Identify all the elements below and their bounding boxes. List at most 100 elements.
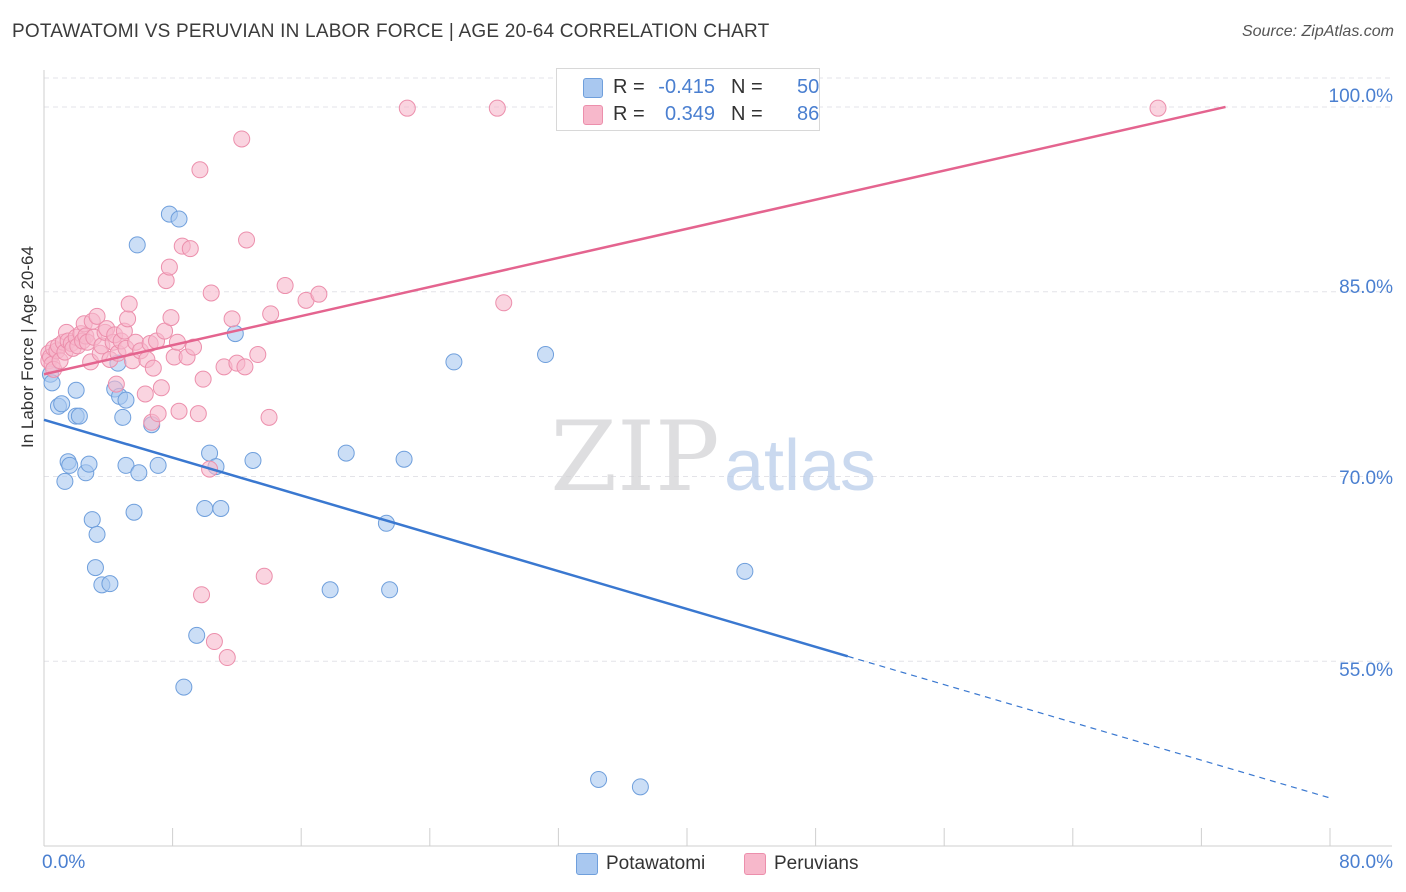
potawatomi-point [114,408,132,426]
series-legend: Potawatomi Peruvians [0,852,1406,878]
peruvians-point [236,358,254,376]
peruvians-point [276,277,294,295]
trend-lines [43,105,1331,799]
x-tick-label-0: 0.0% [42,852,86,873]
peruvians-point [495,294,513,312]
peruvians-point [488,99,506,117]
legend-n-value: 86 [797,103,820,125]
potawatomi-point [80,455,98,473]
potawatomi-point [128,236,146,254]
peruvians-points [40,99,1167,667]
y-tick-label-85: 85.0% [1339,277,1393,298]
peruvians-point [152,379,170,397]
potawatomi-point [170,210,188,228]
peruvians-point [398,99,416,117]
peruvians-point [194,370,212,388]
potawatomi-point [56,472,74,490]
legend-label: Potawatomi [606,853,706,874]
potawatomi-trend-extension [847,655,1331,799]
peruvians-point [136,385,154,403]
peruvians-point [205,633,223,651]
peruvians-point [255,567,273,585]
legend-n-value: 50 [797,76,820,98]
legend-swatch-blue [583,78,603,98]
legend-n-label: N = [731,76,763,98]
potawatomi-point [244,451,262,469]
peruvians-point [144,359,162,377]
potawatomi-point [53,395,71,413]
potawatomi-point [631,778,649,796]
potawatomi-point [537,346,555,364]
peruvians-point [233,130,251,148]
peruvians-point [262,305,280,323]
peruvians-point [162,309,180,327]
peruvians-point [202,284,220,302]
peruvians-point [149,405,167,423]
y-tick-label-70: 70.0% [1339,468,1393,489]
legend-n-label: N = [731,103,763,125]
peruvians-trend-line [43,105,1226,376]
legend-swatch-pink [744,853,766,875]
potawatomi-point [61,456,79,474]
legend-r-label: R = [613,103,645,125]
potawatomi-point [381,581,399,599]
potawatomi-point [83,511,101,529]
peruvians-point [170,402,188,420]
peruvians-point [193,586,211,604]
peruvians-point [120,295,138,313]
legend-swatch-blue [576,853,598,875]
peruvians-point [107,375,125,393]
peruvians-point [160,258,178,276]
peruvians-point [1149,99,1167,117]
peruvians-point [218,649,236,667]
potawatomi-point [445,353,463,371]
legend-r-label: R = [613,76,645,98]
peruvians-point [260,408,278,426]
chart-title: POTAWATOMI VS PERUVIAN IN LABOR FORCE | … [12,21,770,42]
potawatomi-trend-line [43,418,849,658]
potawatomi-point [117,391,135,409]
watermark: ZIP atlas [550,401,876,513]
potawatomi-point [226,325,244,343]
legend-r-value: 0.349 [664,103,715,125]
potawatomi-point [125,503,143,521]
legend-swatch-pink [583,105,603,125]
peruvians-point [181,240,199,258]
y-tick-label-100: 100.0% [1328,86,1393,107]
stats-legend: R = -0.415 N = 50 R = 0.349 N = 86 [556,68,820,131]
peruvians-point [238,231,256,249]
potawatomi-point [736,562,754,580]
potawatomi-point [149,456,167,474]
peruvians-point [191,161,209,179]
potawatomi-point [86,559,104,577]
potawatomi-point [212,500,230,518]
potawatomi-point [67,381,85,399]
potawatomi-point [175,678,193,696]
potawatomi-point [117,456,135,474]
x-tick-label-80: 80.0% [1339,852,1393,873]
peruvians-point [189,405,207,423]
y-tick-label-55: 55.0% [1339,660,1393,681]
potawatomi-point [101,575,119,593]
peruvians-point [249,346,267,364]
peruvians-point [119,310,137,328]
potawatomi-point [395,450,413,468]
axes [43,70,1392,847]
potawatomi-point [337,444,355,462]
peruvians-point [88,307,106,325]
chart-source: Source: ZipAtlas.com [1241,23,1394,40]
potawatomi-point [88,525,106,543]
potawatomi-point [70,407,88,425]
peruvians-point [310,285,328,303]
potawatomi-point [590,770,608,788]
potawatomi-point [188,626,206,644]
potawatomi-point [130,464,148,482]
peruvians-point [223,310,241,328]
watermark-zip: ZIP [550,401,719,513]
legend-r-value: -0.415 [658,76,715,98]
potawatomi-point [196,500,214,518]
watermark-atlas: atlas [724,426,876,506]
legend-label: Peruvians [774,853,859,874]
potawatomi-point [321,581,339,599]
